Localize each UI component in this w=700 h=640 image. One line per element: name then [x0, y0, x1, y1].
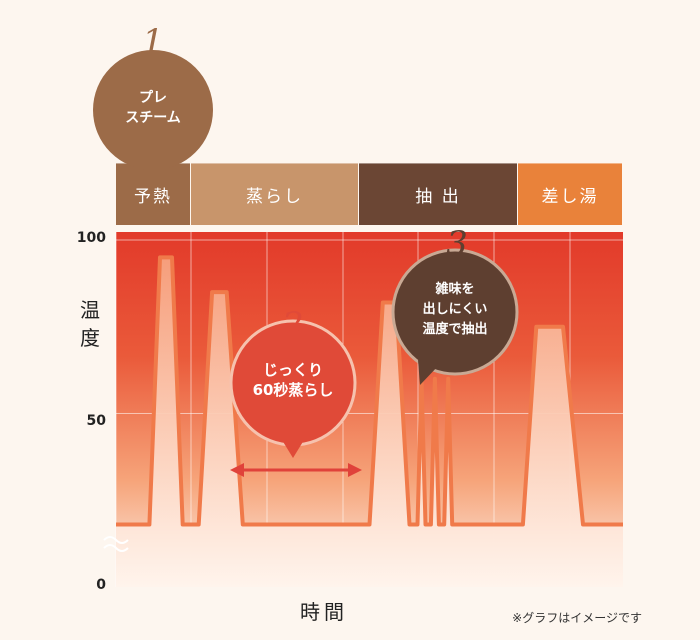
phase-preheat-label: 予熱 [134, 187, 172, 207]
phase-steam: 蒸らし [191, 163, 358, 225]
callout-3-number: 3 [446, 224, 468, 264]
callout-1-line1: プレ [139, 90, 167, 106]
phase-steam-label: 蒸らし [246, 187, 303, 207]
callout-3-line2: 出しにくい [422, 302, 488, 317]
callout-3-text: 雑味を 出しにくい 温度で抽出 [400, 280, 510, 340]
temperature-line [116, 255, 623, 527]
ytick-0: 0 [96, 577, 106, 593]
callout-2-number: 2 [282, 305, 304, 345]
plot-background [116, 232, 623, 587]
callout-1-text: プレ スチーム [103, 88, 203, 128]
ytick-100: 100 [76, 230, 106, 246]
footnote: ※グラフはイメージです [512, 611, 642, 625]
phase-extract: 抽 出 [359, 163, 517, 225]
grid [115, 232, 623, 587]
callout-2-line1: じっくり [262, 361, 323, 379]
callout-2-text: じっくり 60秒蒸らし [238, 360, 348, 400]
phase-add-water: 差し湯 [518, 163, 622, 225]
callout-3-line1: 雑味を [435, 282, 475, 297]
temperature-area [116, 257, 623, 587]
callout-3-line3: 温度で抽出 [422, 322, 488, 337]
ytick-50: 50 [86, 413, 106, 429]
y-axis-label: 温度 [80, 298, 100, 350]
phase-extract-label: 抽 出 [415, 187, 461, 207]
x-axis-label: 時間 [300, 600, 348, 624]
duration-arrow [230, 463, 362, 477]
callout-1-number: 1 [142, 22, 164, 62]
phase-add-water-label: 差し湯 [541, 187, 599, 207]
callout-1-line2: スチーム [125, 110, 181, 126]
callout-2-line2: 60秒蒸らし [252, 381, 334, 399]
axis-break-mark [103, 536, 129, 552]
phase-preheat: 予熱 [116, 163, 190, 225]
